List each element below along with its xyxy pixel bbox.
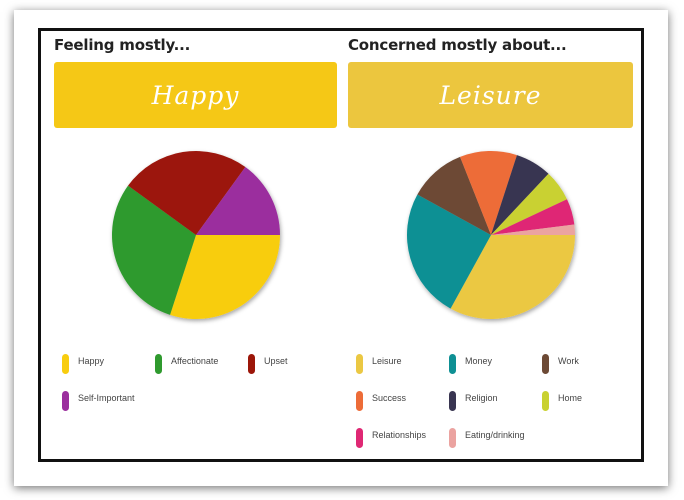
concern-legend-item-home: Home: [542, 391, 582, 411]
legend-label: Leisure: [372, 356, 402, 366]
legend-label: Religion: [465, 393, 498, 403]
feeling-legend-item-self-important: Self-Important: [62, 391, 135, 411]
legend-swatch: [356, 354, 363, 374]
legend-label: Eating/drinking: [465, 430, 525, 440]
legend-label: Work: [558, 356, 579, 366]
right-heading: Concerned mostly about...: [348, 36, 567, 54]
left-heading: Feeling mostly...: [54, 36, 191, 54]
feeling-legend-item-upset: Upset: [248, 354, 288, 374]
concern-legend-item-work: Work: [542, 354, 579, 374]
concern-legend-item-money: Money: [449, 354, 492, 374]
feeling-banner: Happy: [54, 62, 337, 128]
concern-legend-item-eating-drinking: Eating/drinking: [449, 428, 525, 448]
feeling-legend-item-happy: Happy: [62, 354, 104, 374]
feeling-legend-item-affectionate: Affectionate: [155, 354, 218, 374]
legend-swatch: [449, 354, 456, 374]
concern-banner: Leisure: [348, 62, 633, 128]
legend-label: Happy: [78, 356, 105, 366]
legend-swatch: [356, 391, 363, 411]
legend-swatch: [248, 354, 255, 374]
concern-legend-item-religion: Religion: [449, 391, 498, 411]
legend-label: Home: [558, 393, 583, 403]
legend-label: Upset: [264, 356, 288, 366]
legend-swatch: [356, 428, 363, 448]
legend-swatch: [155, 354, 162, 374]
legend-swatch: [449, 428, 456, 448]
legend-label: Money: [465, 356, 493, 366]
legend-swatch: [62, 354, 69, 374]
concern-legend-item-success: Success: [356, 391, 406, 411]
concern-legend-item-relationships: Relationships: [356, 428, 426, 448]
legend-label: Affectionate: [171, 356, 219, 366]
legend-label: Self-Important: [78, 393, 135, 403]
legend-swatch: [542, 391, 549, 411]
legend-label: Relationships: [372, 430, 427, 440]
concern-legend-item-leisure: Leisure: [356, 354, 402, 374]
legend-swatch: [62, 391, 69, 411]
legend-swatch: [542, 354, 549, 374]
legend-label: Success: [372, 393, 407, 403]
legend-swatch: [449, 391, 456, 411]
